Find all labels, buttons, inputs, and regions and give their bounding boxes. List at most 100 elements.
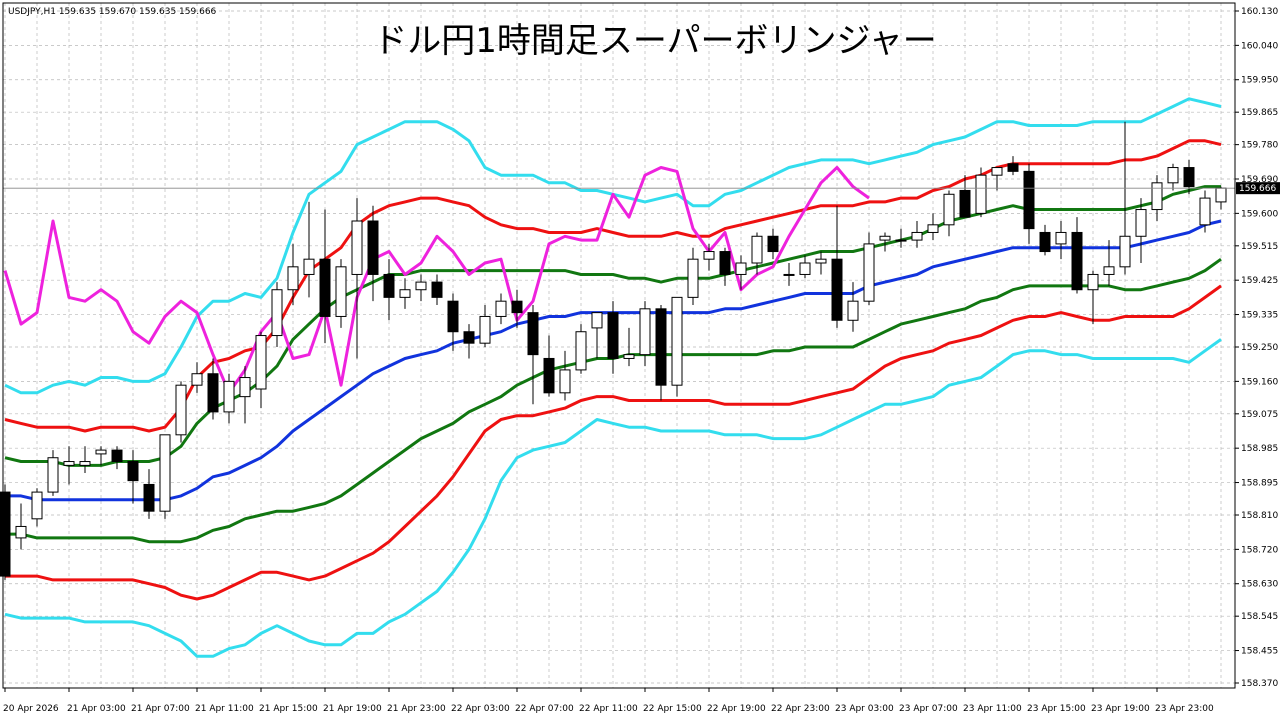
candle	[687, 247, 699, 305]
candle	[63, 446, 75, 485]
candle	[527, 305, 539, 405]
candle	[1135, 198, 1147, 263]
candle-body	[767, 235, 779, 253]
x-tick-label: 22 Apr 03:00	[451, 704, 510, 714]
candle-body	[1119, 235, 1131, 268]
candle	[943, 190, 955, 237]
candle-body	[303, 258, 315, 275]
candle	[783, 263, 795, 286]
y-tick-label: 158.545	[1241, 612, 1278, 622]
candle-body	[111, 449, 123, 463]
candle-body	[1007, 163, 1019, 172]
candle	[671, 296, 683, 397]
candle	[591, 312, 603, 359]
candle-body	[479, 315, 491, 344]
candle-body	[1087, 273, 1099, 291]
candle	[271, 282, 283, 347]
current-price-box	[1236, 182, 1280, 195]
candle-body	[703, 251, 715, 260]
candle	[415, 274, 427, 302]
candle-body	[1039, 231, 1051, 253]
candle-body	[1055, 231, 1067, 245]
candle	[575, 324, 587, 374]
candle	[111, 446, 123, 470]
candle	[1055, 221, 1067, 260]
candle	[799, 255, 811, 279]
candle-body	[255, 335, 267, 390]
candle	[895, 228, 907, 248]
x-tick-label: 21 Apr 23:00	[387, 704, 446, 714]
candle-body	[127, 461, 139, 482]
candle-body	[351, 220, 363, 275]
candle	[847, 282, 859, 332]
candle	[495, 293, 507, 325]
candle	[1087, 270, 1099, 325]
candle-body	[447, 300, 459, 333]
candle	[95, 446, 107, 466]
chart-title: ドル円1時間足スーパーボリンジャー	[373, 21, 937, 61]
candle	[79, 446, 91, 473]
candle-body	[1183, 167, 1195, 188]
x-tick-label: 23 Apr 23:00	[1155, 704, 1214, 714]
y-tick-label: 160.130	[1241, 7, 1278, 17]
x-tick-label: 23 Apr 19:00	[1091, 704, 1150, 714]
candle-body	[607, 312, 619, 359]
candle-body	[719, 251, 731, 275]
candle-body	[671, 296, 683, 386]
candle-body	[591, 312, 603, 329]
candle-body	[991, 167, 1003, 176]
candle-body	[1199, 197, 1211, 226]
candle	[0, 484, 11, 580]
x-tick-label: 22 Apr 15:00	[643, 704, 702, 714]
candle	[303, 201, 315, 298]
y-tick-label: 159.780	[1241, 141, 1278, 151]
candle	[639, 301, 651, 367]
y-tick-label: 159.950	[1241, 76, 1278, 86]
candle	[351, 198, 363, 359]
candle-body	[687, 258, 699, 298]
candle	[239, 366, 251, 424]
y-axis: 160.130 160.040 159.950 159.865 159.780 159.6…	[1235, 7, 1278, 689]
candle	[287, 243, 299, 305]
candle-body	[383, 273, 395, 298]
candle-body	[271, 289, 283, 337]
candle	[1007, 156, 1019, 176]
symbol-header: USDJPY,H1 159.635 159.670 159.635 159.66…	[8, 7, 217, 17]
candle-body	[895, 239, 907, 242]
candle-body	[399, 289, 411, 298]
y-tick-label: 159.250	[1241, 343, 1278, 353]
plot-frame	[2, 2, 1236, 689]
candle-body	[223, 380, 235, 413]
candle	[511, 289, 523, 328]
candle	[255, 331, 267, 409]
candle-body	[239, 377, 251, 398]
y-tick-label: 158.370	[1241, 679, 1278, 689]
candle-body	[783, 273, 795, 276]
y-tick-label: 159.690	[1241, 175, 1278, 185]
candle-body	[911, 231, 923, 241]
candle	[399, 278, 411, 309]
candle-body	[207, 373, 219, 413]
candle	[143, 469, 155, 519]
candle-body	[63, 461, 75, 466]
candle-body	[959, 189, 971, 218]
candle-body	[975, 174, 987, 214]
y-tick-label: 158.985	[1241, 444, 1278, 454]
candle	[463, 324, 475, 359]
candle-body	[191, 373, 203, 386]
candle	[863, 232, 875, 305]
x-tick-label: 21 Apr 03:00	[67, 704, 126, 714]
y-tick-label: 159.600	[1241, 209, 1278, 219]
candle-body	[1071, 231, 1083, 291]
y-tick-label: 159.865	[1241, 108, 1278, 118]
x-tick-label: 21 Apr 19:00	[323, 704, 382, 714]
candle	[751, 232, 763, 275]
x-tick-label: 22 Apr 23:00	[771, 704, 830, 714]
candle	[31, 488, 43, 527]
y-tick-label: 160.040	[1241, 41, 1278, 51]
candle-body	[1215, 187, 1227, 203]
candle-body	[319, 258, 331, 317]
candle	[911, 221, 923, 248]
